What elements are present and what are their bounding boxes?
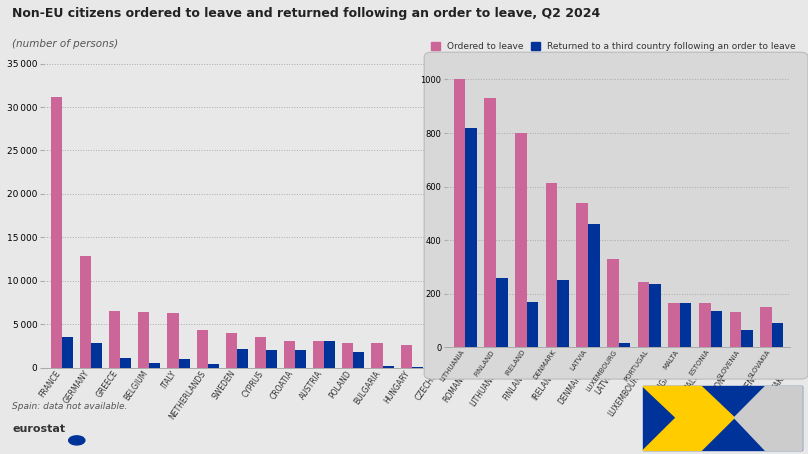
Bar	[484, 98, 496, 347]
Text: Spain: data not available.: Spain: data not available.	[12, 402, 128, 411]
Bar	[730, 312, 741, 347]
Bar	[751, 367, 761, 368]
Bar	[470, 360, 481, 368]
Bar	[710, 311, 722, 347]
Bar	[314, 341, 324, 368]
Bar	[558, 280, 569, 347]
Bar	[430, 350, 441, 368]
Bar	[588, 224, 600, 347]
Bar	[225, 333, 237, 368]
Bar	[382, 366, 393, 368]
Bar	[120, 358, 131, 368]
Bar	[138, 312, 149, 368]
Bar	[699, 303, 710, 347]
Bar	[680, 303, 692, 347]
Bar	[790, 367, 802, 368]
Bar	[732, 366, 743, 368]
Bar	[62, 337, 73, 368]
Bar	[616, 364, 627, 368]
Legend: Ordered to leave, Returned to a third country following an order to leave: Ordered to leave, Returned to a third co…	[427, 39, 799, 55]
Bar	[179, 360, 190, 368]
Bar	[499, 360, 510, 368]
Bar	[295, 350, 306, 368]
Bar	[196, 331, 208, 368]
Bar	[703, 366, 714, 368]
Bar	[353, 352, 364, 368]
Bar	[674, 366, 685, 368]
Bar	[515, 133, 527, 347]
Bar	[372, 343, 382, 368]
Bar	[496, 278, 507, 347]
Bar	[760, 307, 772, 347]
Bar	[343, 343, 353, 368]
Bar	[722, 366, 732, 368]
Bar	[284, 341, 295, 368]
Bar	[546, 361, 558, 368]
Bar	[604, 363, 616, 368]
Bar	[643, 386, 802, 450]
Bar	[587, 365, 598, 368]
Bar	[575, 362, 587, 368]
Bar	[324, 341, 335, 368]
Bar	[80, 256, 91, 368]
Polygon shape	[643, 386, 734, 450]
Bar	[237, 349, 248, 368]
Bar	[741, 330, 753, 347]
Text: (number of persons): (number of persons)	[12, 39, 118, 49]
Bar	[453, 66, 465, 347]
Polygon shape	[734, 386, 802, 450]
Text: eurostat: eurostat	[12, 424, 65, 434]
Bar	[401, 345, 411, 368]
Bar	[109, 311, 120, 368]
Bar	[51, 97, 62, 368]
Bar	[649, 284, 661, 347]
Bar	[149, 363, 161, 368]
Bar	[772, 323, 784, 347]
Bar	[488, 359, 499, 368]
Bar	[528, 365, 539, 368]
Bar	[761, 367, 772, 368]
Bar	[638, 281, 649, 347]
Bar	[663, 365, 674, 368]
Bar	[692, 366, 703, 368]
Text: Non-EU citizens ordered to leave and returned following an order to leave, Q2 20: Non-EU citizens ordered to leave and ret…	[12, 7, 600, 20]
Bar	[441, 363, 452, 368]
Bar	[558, 366, 569, 368]
Bar	[780, 366, 790, 368]
Bar	[517, 360, 528, 368]
Bar	[607, 259, 618, 347]
Bar	[619, 343, 630, 347]
Bar	[527, 302, 538, 347]
Bar	[545, 183, 558, 347]
Bar	[633, 365, 645, 368]
Bar	[91, 343, 102, 368]
Bar	[459, 351, 470, 368]
Bar	[208, 364, 219, 368]
Bar	[576, 202, 588, 347]
Bar	[668, 303, 680, 347]
Bar	[255, 337, 266, 368]
Bar	[167, 313, 179, 368]
Bar	[465, 128, 477, 347]
Bar	[266, 350, 277, 368]
